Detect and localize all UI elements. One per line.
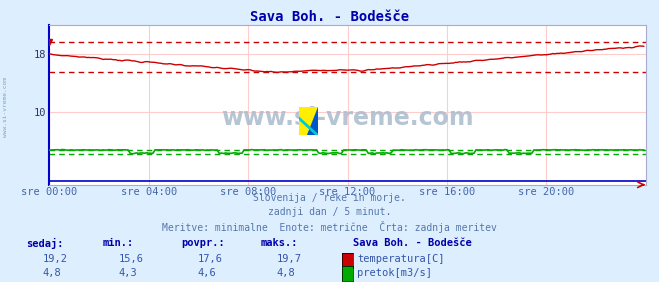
Text: Meritve: minimalne  Enote: metrične  Črta: zadnja meritev: Meritve: minimalne Enote: metrične Črta:… bbox=[162, 221, 497, 233]
Text: pretok[m3/s]: pretok[m3/s] bbox=[357, 268, 432, 278]
Text: Slovenija / reke in morje.: Slovenija / reke in morje. bbox=[253, 193, 406, 203]
Text: 4,8: 4,8 bbox=[43, 268, 61, 278]
Text: 19,7: 19,7 bbox=[277, 254, 302, 264]
Text: Sava Boh. - Bodešče: Sava Boh. - Bodešče bbox=[353, 238, 471, 248]
Text: temperatura[C]: temperatura[C] bbox=[357, 254, 445, 264]
Polygon shape bbox=[306, 107, 318, 135]
Text: 17,6: 17,6 bbox=[198, 254, 223, 264]
Text: 4,6: 4,6 bbox=[198, 268, 216, 278]
Text: 4,8: 4,8 bbox=[277, 268, 295, 278]
Text: 4,3: 4,3 bbox=[119, 268, 137, 278]
Text: 15,6: 15,6 bbox=[119, 254, 144, 264]
Text: maks.:: maks.: bbox=[260, 238, 298, 248]
Text: povpr.:: povpr.: bbox=[181, 238, 225, 248]
Text: www.si-vreme.com: www.si-vreme.com bbox=[221, 106, 474, 130]
Text: sedaj:: sedaj: bbox=[26, 238, 64, 249]
Text: 19,2: 19,2 bbox=[43, 254, 68, 264]
Text: www.si-vreme.com: www.si-vreme.com bbox=[3, 77, 8, 137]
Text: zadnji dan / 5 minut.: zadnji dan / 5 minut. bbox=[268, 207, 391, 217]
Text: min.:: min.: bbox=[102, 238, 133, 248]
Text: Sava Boh. - Bodešče: Sava Boh. - Bodešče bbox=[250, 10, 409, 24]
